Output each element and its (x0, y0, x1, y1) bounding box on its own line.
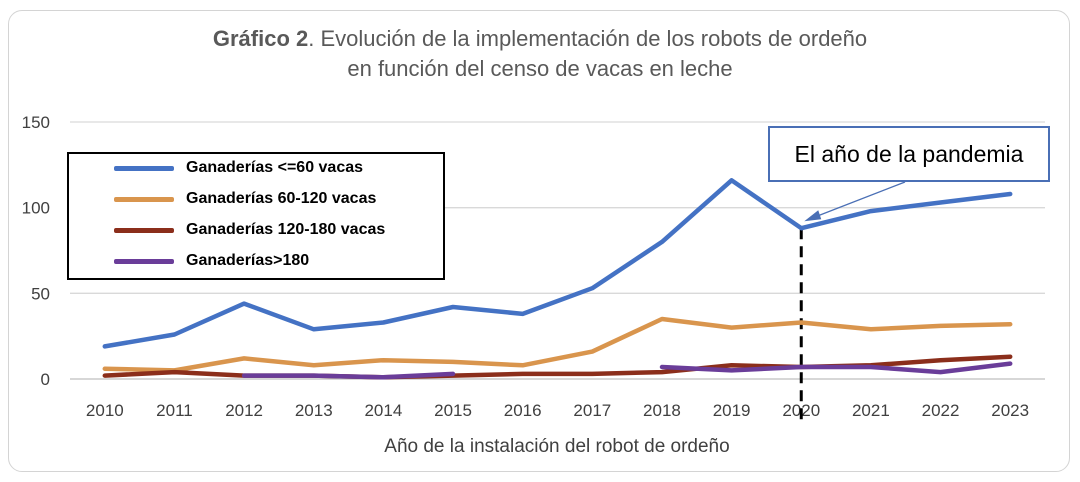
data-point-series-1 (938, 200, 942, 204)
chart-title: Gráfico 2. Evolución de la implementació… (0, 24, 1080, 84)
data-point-series-3 (590, 372, 594, 376)
y-tick-label: 0 (41, 370, 50, 389)
data-point-series-1 (103, 344, 107, 348)
legend-item-1: Ganaderías <=60 vacas (114, 156, 363, 180)
x-tick-label: 2019 (713, 401, 751, 420)
data-point-series-4 (242, 373, 246, 377)
data-point-series-4 (451, 372, 455, 376)
data-point-series-3 (729, 363, 733, 367)
data-point-series-1 (799, 226, 803, 230)
data-point-series-4 (660, 365, 664, 369)
x-tick-label: 2016 (504, 401, 542, 420)
series-line-4-segment-2 (659, 361, 1013, 375)
x-tick-label: 2010 (86, 401, 124, 420)
data-point-series-3 (172, 370, 176, 374)
x-tick-label: 2015 (434, 401, 472, 420)
data-point-series-1 (451, 305, 455, 309)
legend-item-2: Ganaderías 60-120 vacas (114, 187, 376, 211)
series-line-4-segment-1 (241, 371, 456, 380)
data-point-series-4 (869, 365, 873, 369)
legend: Ganaderías <=60 vacas Ganaderías 60-120 … (67, 152, 445, 280)
data-point-series-2 (869, 327, 873, 331)
data-point-series-4 (381, 375, 385, 379)
data-point-series-2 (381, 358, 385, 362)
data-point-series-4 (938, 370, 942, 374)
data-point-series-2 (590, 349, 594, 353)
callout-arrowhead (804, 210, 822, 222)
data-point-series-1 (172, 332, 176, 336)
legend-label-2: Ganaderías 60-120 vacas (186, 190, 377, 207)
legend-swatch-2 (114, 196, 174, 202)
data-point-series-3 (520, 372, 524, 376)
x-axis-label: Año de la instalación del robot de ordeñ… (384, 436, 729, 457)
title-line2: en función del censo de vacas en leche (347, 56, 733, 81)
data-point-series-1 (242, 301, 246, 305)
data-point-series-1 (1008, 192, 1012, 196)
data-point-series-4 (1008, 361, 1012, 365)
data-point-series-2 (451, 360, 455, 364)
data-point-series-1 (869, 209, 873, 213)
x-tick-label: 2022 (922, 401, 960, 420)
data-point-series-3 (103, 373, 107, 377)
data-point-series-2 (1008, 322, 1012, 326)
title-rest: . Evolución de la implementación de los … (308, 26, 868, 51)
data-point-series-3 (660, 370, 664, 374)
legend-label-4: Ganaderías>180 (186, 252, 310, 269)
legend-item-3: Ganaderías 120-180 vacas (114, 218, 385, 242)
data-point-series-1 (520, 312, 524, 316)
x-tick-label: 2013 (295, 401, 333, 420)
data-point-series-1 (381, 320, 385, 324)
data-point-series-4 (729, 368, 733, 372)
x-tick-label: 2017 (573, 401, 611, 420)
legend-item-4: Ganaderías>180 (114, 249, 309, 273)
data-point-series-3 (938, 358, 942, 362)
data-point-series-2 (520, 363, 524, 367)
data-point-series-2 (103, 367, 107, 371)
data-point-series-4 (312, 373, 316, 377)
legend-swatch-4 (114, 258, 174, 264)
legend-swatch-3 (114, 227, 174, 233)
data-point-series-1 (590, 286, 594, 290)
legend-label-3: Ganaderías 120-180 vacas (186, 221, 386, 238)
callout-arrow-line (814, 181, 906, 218)
series-line-2 (102, 316, 1013, 373)
data-point-series-2 (242, 356, 246, 360)
data-point-series-1 (312, 327, 316, 331)
series-line-1 (102, 178, 1013, 349)
data-point-series-1 (729, 178, 733, 182)
x-tick-label: 2014 (364, 401, 402, 420)
pandemic-callout: El año de la pandemia (768, 126, 1050, 182)
data-point-series-2 (729, 325, 733, 329)
x-tick-label: 2018 (643, 401, 681, 420)
x-tick-label: 2023 (991, 401, 1029, 420)
x-tick-label: 2012 (225, 401, 263, 420)
data-point-series-2 (660, 317, 664, 321)
y-tick-label: 50 (31, 284, 50, 303)
data-point-series-2 (938, 324, 942, 328)
data-point-series-2 (312, 363, 316, 367)
data-point-series-1 (660, 240, 664, 244)
y-tick-label: 100 (22, 199, 50, 218)
data-point-series-2 (799, 320, 803, 324)
y-tick-label: 150 (22, 113, 50, 132)
x-tick-label: 2011 (156, 401, 193, 420)
x-tick-label: 2021 (852, 401, 890, 420)
legend-label-1: Ganaderías <=60 vacas (186, 159, 364, 176)
data-point-series-3 (1008, 355, 1012, 359)
legend-swatch-1 (114, 165, 174, 171)
title-bold: Gráfico 2 (212, 26, 309, 51)
data-point-series-4 (799, 365, 803, 369)
